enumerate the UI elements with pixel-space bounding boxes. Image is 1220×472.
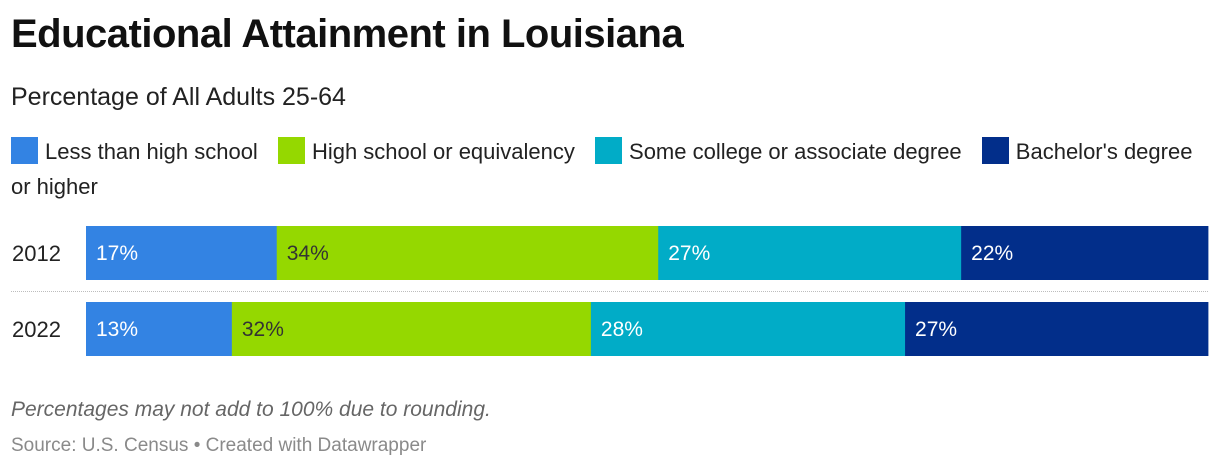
data-label-2022-bachelor-s-degree-or-higher: 27% (915, 318, 957, 341)
legend-item-high-school: High school or equivalency (277, 137, 575, 164)
row-label-2012: 2012 (12, 241, 61, 266)
bar-segment-2012-some-college-or-associate-degree (658, 226, 962, 280)
legend-swatch (277, 137, 305, 164)
bar-segment-2012-bachelor-s-degree-or-higher (961, 226, 1209, 280)
legend-item-bachelors: Bachelor's degree or higher (11, 137, 1193, 199)
legend: Less than high school High school or equ… (11, 134, 1211, 204)
data-label-2022-high-school-or-equivalency: 32% (242, 318, 284, 341)
legend-item-some-college: Some college or associate degree (595, 137, 962, 164)
footnote: Percentages may not add to 100% due to r… (11, 398, 491, 421)
legend-label: Bachelor's degree or higher (11, 139, 1193, 199)
bar-segment-2012-less-than-high-school (86, 226, 278, 280)
data-label-2012-less-than-high-school: 17% (96, 242, 138, 265)
legend-label: Some college or associate degree (629, 139, 962, 164)
data-label-2012-some-college-or-associate-degree: 27% (668, 242, 710, 265)
row-label-2022: 2022 (12, 317, 61, 342)
data-label-2012-high-school-or-equivalency: 34% (287, 242, 329, 265)
chart-subtitle: Percentage of All Adults 25-64 (11, 83, 346, 111)
legend-item-less-than-high-school: Less than high school (11, 137, 258, 164)
row-divider (11, 291, 1208, 292)
bar-segment-2022-high-school-or-equivalency (231, 302, 592, 356)
data-label-2012-bachelor-s-degree-or-higher: 22% (971, 242, 1013, 265)
legend-label: High school or equivalency (311, 139, 575, 164)
legend-swatch (981, 137, 1009, 164)
legend-label: Less than high school (45, 139, 258, 164)
bar-segment-2022-less-than-high-school (86, 302, 233, 356)
source-credit: Source: U.S. Census • Created with Dataw… (11, 435, 427, 456)
legend-swatch (11, 137, 38, 164)
bar-segment-2012-high-school-or-equivalency (276, 226, 659, 280)
data-label-2022-less-than-high-school: 13% (96, 318, 138, 341)
chart-title: Educational Attainment in Louisiana (11, 12, 684, 56)
data-label-2022-some-college-or-associate-degree: 28% (601, 318, 643, 341)
bar-segment-2022-bachelor-s-degree-or-higher (905, 302, 1209, 356)
bar-segment-2022-some-college-or-associate-degree (590, 302, 906, 356)
legend-swatch (595, 137, 623, 164)
